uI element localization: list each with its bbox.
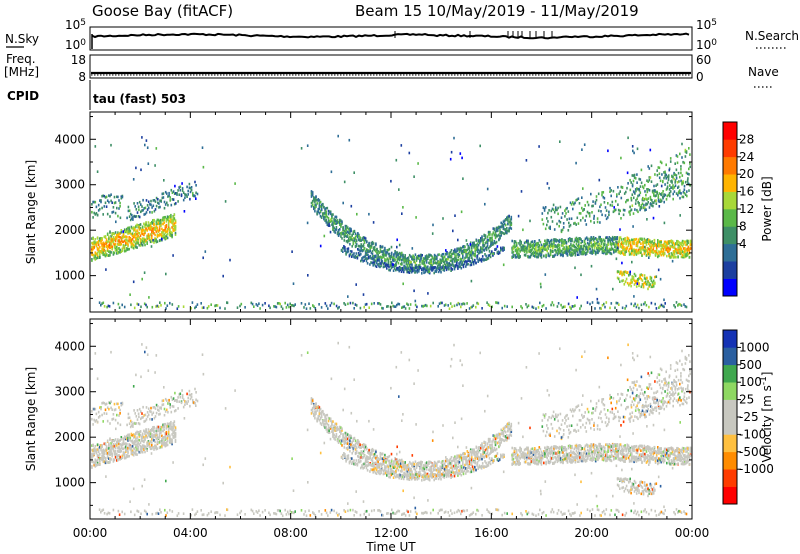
colorbar-tick-label: 4 (739, 237, 747, 251)
noise-strip-frame (89, 26, 693, 51)
nsearch-tick-top: 105 (696, 18, 717, 32)
colorbar-tick-label: -25 (739, 410, 759, 424)
nave-label: Nave (748, 65, 779, 79)
colorbar-swatch (723, 451, 737, 470)
nsearch-tick-bottom: 100 (696, 38, 717, 52)
y-tick-label: 4000 (54, 132, 85, 146)
x-tick-label: 16:00 (474, 526, 509, 540)
freq-tick-top: 18 (71, 53, 86, 67)
nsky-label: N.Sky (5, 32, 39, 46)
velocity-heatmap (91, 341, 692, 518)
colorbar-swatch (723, 174, 737, 192)
colorbar-tick-label: 8 (739, 219, 747, 233)
colorbar-tick-label: 100 (739, 375, 762, 389)
colorbar-tick-label: 20 (739, 167, 754, 181)
nave-tick-top: 60 (696, 53, 711, 67)
freq-strip-frame (89, 54, 693, 79)
velocity-colorbar-label: Velocity [m s-1] (759, 372, 774, 463)
nsky-tick-top: 105 (65, 18, 86, 32)
y-tick-label: 1000 (54, 269, 85, 283)
colorbar-tick-label: 24 (739, 150, 754, 164)
time-axis-ticks: 00:00 04:00 08:00 12:00 16:00 20:00 00:00 (73, 526, 710, 540)
velocity-axes: 1000 2000 3000 4000 (54, 319, 693, 519)
colorbar-swatch (723, 434, 737, 453)
y-tick-label: 1000 (54, 476, 85, 490)
beam-date-title: Beam 15 10/May/2019 - 11/May/2019 (355, 2, 639, 20)
y-tick-label: 2000 (54, 223, 85, 237)
y-tick-label: 2000 (54, 430, 85, 444)
y-tick-label: 4000 (54, 339, 85, 353)
colorbar-swatch (723, 399, 737, 418)
colorbar-tick-label: -500 (739, 445, 766, 459)
x-tick-label: 08:00 (273, 526, 308, 540)
colorbar-tick-label: 25 (739, 393, 754, 407)
power-colorbar (723, 122, 737, 297)
x-tick-label: 00:00 (73, 526, 108, 540)
power-colorbar-ticks: 28 24 20 16 12 8 4 (737, 132, 754, 251)
colorbar-tick-label: 28 (739, 132, 754, 146)
colorbar-swatch (723, 364, 737, 383)
nsearch-label: N.Search (745, 29, 799, 43)
colorbar-swatch (723, 243, 737, 262)
nsky-tick-bottom: 100 (65, 38, 86, 52)
colorbar-tick-label: -1000 (739, 462, 774, 476)
power-colorbar-label: Power [dB] (760, 176, 774, 241)
velocity-colorbar (723, 330, 737, 505)
colorbar-swatch (723, 469, 737, 487)
x-tick-label: 20:00 (574, 526, 609, 540)
colorbar-tick-label: 16 (739, 185, 754, 199)
colorbar-swatch (723, 417, 737, 435)
cpid-label: CPID (7, 89, 39, 103)
colorbar-swatch (723, 139, 737, 158)
velocity-y-axis-label: Slant Range [km] (24, 367, 38, 471)
colorbar-swatch (723, 191, 737, 210)
colorbar-swatch (723, 330, 737, 348)
colorbar-swatch (723, 347, 737, 366)
colorbar-swatch (723, 382, 737, 400)
colorbar-tick-label: 500 (739, 358, 762, 372)
power-axes: 1000 2000 3000 4000 (54, 112, 693, 312)
freq-label: Freq. (6, 52, 36, 66)
colorbar-swatch (723, 278, 737, 297)
x-tick-label: 04:00 (173, 526, 208, 540)
x-axis-label: Time UT (365, 540, 416, 554)
station-title: Goose Bay (fitACF) (92, 2, 233, 20)
noise-sky-series (91, 32, 690, 40)
cpid-mode: tau (fast) 503 (93, 92, 186, 106)
colorbar-tick-label: 1000 (739, 340, 770, 354)
velocity-colorbar-ticks: 1000 500 100 25 -25 -100 -500 -1000 (737, 340, 774, 476)
noise-search-spikes (91, 31, 553, 49)
colorbar-swatch (723, 122, 737, 140)
y-tick-label: 3000 (54, 385, 85, 399)
power-heatmap (91, 134, 692, 311)
y-tick-label: 3000 (54, 178, 85, 192)
x-tick-label: 12:00 (374, 526, 409, 540)
colorbar-swatch (723, 486, 737, 505)
nave-tick-bottom: 0 (696, 70, 704, 84)
power-y-axis-label: Slant Range [km] (24, 160, 38, 264)
colorbar-swatch (723, 226, 737, 245)
colorbar-swatch (723, 209, 737, 227)
x-tick-label: 00:00 (675, 526, 710, 540)
freq-unit-label: [MHz] (4, 65, 39, 79)
freq-tick-bottom: 8 (78, 70, 86, 84)
colorbar-swatch (723, 261, 737, 279)
colorbar-tick-label: -100 (739, 427, 766, 441)
colorbar-tick-label: 12 (739, 202, 754, 216)
colorbar-swatch (723, 156, 737, 175)
